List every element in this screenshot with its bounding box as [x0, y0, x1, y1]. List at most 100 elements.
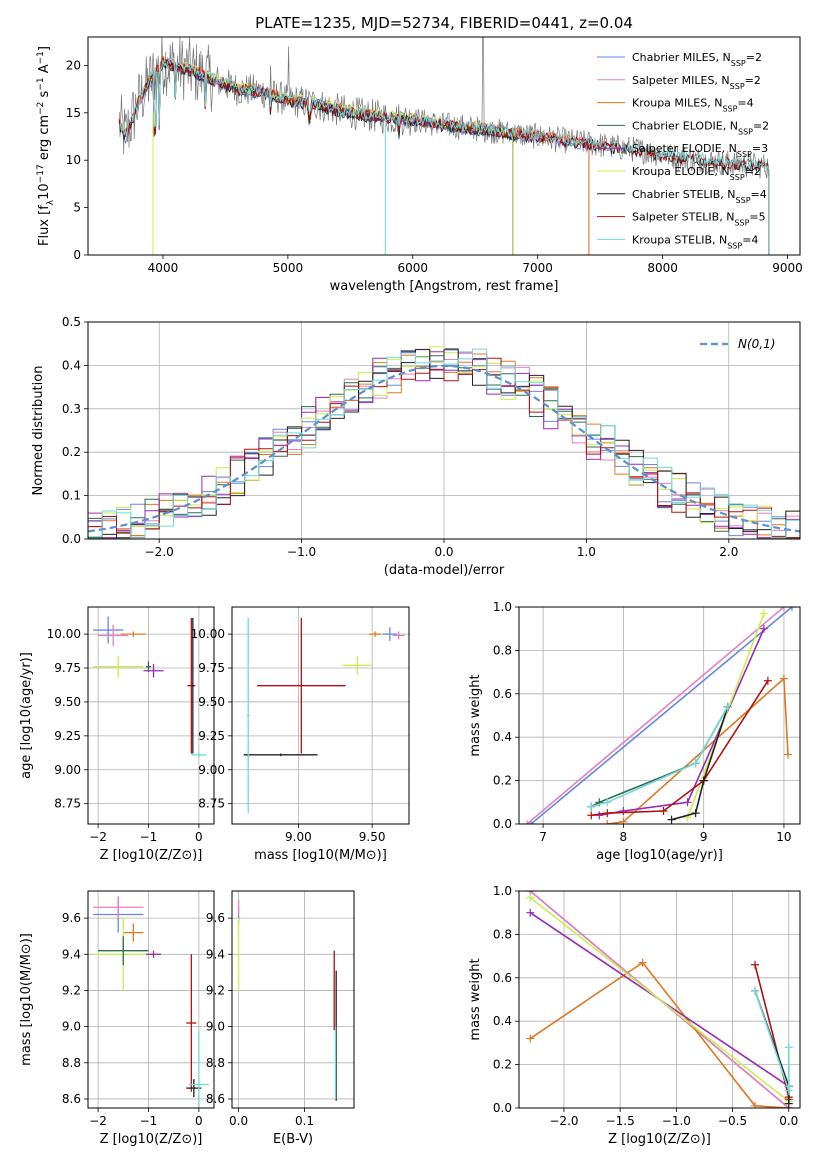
axes-frame: [87, 606, 215, 825]
mass-weight-marker: [751, 1101, 760, 1108]
y-axis-label: Normed distribution: [31, 366, 46, 496]
y-tick-label: 15: [66, 106, 81, 120]
data-point-errorbar: [257, 617, 346, 754]
mass-weight-marker: [526, 893, 535, 902]
y-tick-label: 0: [73, 248, 81, 262]
legend-entry: Kroupa ELODIE, NSSP=2: [632, 165, 761, 182]
mass-weight-marker: [691, 809, 700, 818]
x-tick-label: −1.0: [287, 545, 316, 559]
y-tick-label: 0.2: [62, 445, 81, 459]
mass-weight-marker: [751, 986, 760, 995]
legend-suffix: =2: [753, 119, 769, 132]
y-tick-label: 8.6: [62, 1092, 81, 1106]
y-tick-label: 9.75: [198, 661, 225, 675]
mass-weight-line: [686, 613, 765, 818]
legend-entry: Kroupa MILES, NSSP=4: [632, 97, 754, 114]
y-tick-label: 0.8: [493, 927, 512, 941]
data-point-errorbar: [123, 923, 144, 942]
data-point-errorbar: [98, 624, 129, 647]
model-spectrum-line: [118, 57, 770, 255]
mass-weight-marker: [587, 802, 596, 811]
legend-sub: SSP: [730, 173, 745, 182]
y-tick-label: 9.2: [206, 983, 225, 997]
chart-panel-1: −2.0 −1.0 0.0 1.0 2.0 0.0 0.1 0.2 0.3 0.4 0.5 (data…: [31, 315, 801, 578]
x-tick-label: 5000: [273, 261, 304, 275]
mass-weight-marker: [526, 908, 535, 917]
y-tick-label: 1.0: [493, 600, 512, 614]
data-point-errorbar: [145, 950, 162, 958]
data-point-errorbar: [188, 1030, 209, 1108]
y-tick-label: 10.00: [47, 627, 81, 641]
y-tick-label: 9.75: [54, 661, 81, 675]
legend-text: Chabrier MILES, N: [632, 51, 731, 64]
mass-weight-marker: [691, 759, 700, 768]
x-tick-label: 8: [620, 830, 628, 844]
y-tick-label: 9.50: [54, 695, 81, 709]
x-tick-label: −2.0: [145, 545, 174, 559]
label-span: s: [37, 90, 52, 101]
mass-weight-marker: [659, 806, 668, 815]
plot-area: [526, 891, 793, 1108]
legend-sub: SSP: [731, 59, 746, 68]
data-point-errorbar: [93, 896, 144, 919]
y-axis-label: mass weight: [468, 958, 483, 1040]
legend-entry: N(0,1): [738, 337, 775, 351]
mass-weight-marker: [603, 809, 612, 818]
y-tick-label: 20: [66, 58, 81, 72]
mass-weight-marker: [619, 817, 628, 824]
y-axis-label: mass weight: [468, 674, 483, 756]
data-point-errorbar: [187, 617, 196, 754]
legend-sub: SSP: [730, 81, 745, 90]
legend-suffix: =5: [749, 211, 765, 224]
label-span: 10: [37, 183, 52, 200]
y-tick-label: 8.8: [206, 1056, 225, 1070]
data-point-errorbar: [191, 752, 207, 758]
axes-frame: [87, 321, 801, 540]
label-span: −17: [36, 164, 46, 183]
x-tick-label: −0.5: [718, 1114, 747, 1128]
legend-entry: Salpeter STELIB, NSSP=5: [632, 211, 766, 228]
mass-weight-marker: [783, 750, 792, 759]
axes-frame: [231, 890, 355, 1109]
y-tick-label: 9.25: [54, 729, 81, 743]
y-tick-label: 9.0: [62, 1020, 81, 1034]
y-axis-label: Flux [fλ10−17 erg cm−2 s−1 A−1]: [36, 46, 56, 246]
legend-entry: Chabrier MILES, NSSP=2: [632, 51, 762, 68]
mass-weight-marker: [723, 702, 732, 711]
x-tick-label: 7000: [522, 261, 553, 275]
mass-weight-marker: [779, 674, 788, 683]
y-tick-label: 1.0: [493, 884, 512, 898]
axes-frame: [231, 606, 410, 825]
plot-area: [237, 900, 337, 1101]
legend-sub: SSP: [722, 104, 737, 113]
y-tick-label: 9.2: [62, 983, 81, 997]
legend-entry: Chabrier STELIB, NSSP=4: [632, 188, 767, 205]
label-span: −1: [36, 77, 46, 90]
mass-weight-line: [529, 896, 790, 1103]
y-tick-label: 0.3: [62, 402, 81, 416]
mass-weight-marker: [784, 1099, 793, 1108]
x-tick-label: −2.0: [549, 1114, 578, 1128]
legend-suffix: =2: [745, 74, 761, 87]
legend-suffix: =4: [751, 188, 767, 201]
y-tick-label: 0.4: [493, 730, 512, 744]
y-tick-label: 0.5: [62, 315, 81, 329]
plot-area: [93, 616, 207, 758]
y-tick-label: 0.6: [493, 971, 512, 985]
legend-suffix: =2: [745, 165, 761, 178]
x-axis-label: Z [log10(Z/Z⊙)]: [100, 848, 203, 863]
legend-text: Salpeter MILES, N: [632, 74, 730, 87]
legend-text: Kroupa STELIB, N: [632, 233, 727, 246]
y-tick-label: 10: [66, 153, 81, 167]
label-span: −1: [36, 51, 46, 64]
y-tick-label: 0.0: [493, 1101, 512, 1115]
mass-weight-line: [671, 706, 729, 821]
legend-sub: SSP: [738, 127, 753, 136]
mass-weight-marker: [784, 1082, 793, 1091]
x-tick-label: 0.0: [229, 1114, 248, 1128]
y-tick-label: 0.6: [493, 687, 512, 701]
x-tick-label: −1.0: [662, 1114, 691, 1128]
legend-text: Chabrier ELODIE, N: [632, 119, 738, 132]
model-spectrum-line: [118, 59, 770, 255]
